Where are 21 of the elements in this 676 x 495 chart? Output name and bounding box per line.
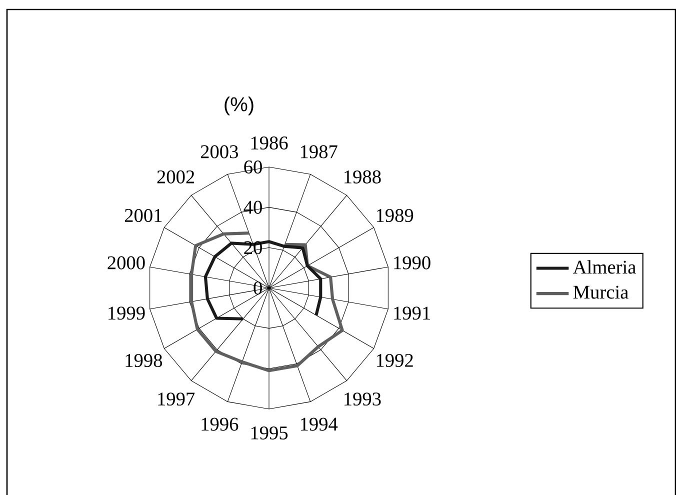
spoke-label: 1990 bbox=[394, 256, 430, 270]
spoke-label: 2002 bbox=[157, 170, 194, 184]
spoke-label: 1991 bbox=[394, 306, 430, 320]
legend-label: Almeria bbox=[573, 260, 636, 274]
spoke-label: 1998 bbox=[126, 354, 162, 368]
spoke-label: 1996 bbox=[202, 418, 238, 431]
spoke-label: 1993 bbox=[344, 392, 381, 406]
spoke-label: 1987 bbox=[300, 145, 338, 158]
spoke-label: 1992 bbox=[376, 354, 413, 367]
spoke-label: 1988 bbox=[344, 170, 381, 184]
spoke-label: 2000 bbox=[108, 256, 145, 270]
text: (%) bbox=[224, 96, 254, 116]
spoke-label: 1999 bbox=[108, 306, 145, 320]
spoke-label: 1997 bbox=[158, 392, 195, 406]
spoke-label: 1989 bbox=[376, 208, 414, 222]
spoke-label: 1986 bbox=[251, 136, 288, 150]
spoke-label: 1995 bbox=[251, 426, 288, 440]
spoke-label: 2003 bbox=[200, 145, 238, 158]
legend-label: Murcia bbox=[573, 286, 628, 299]
spoke-label: 2001 bbox=[124, 208, 162, 222]
spoke-label: 1994 bbox=[300, 418, 338, 431]
